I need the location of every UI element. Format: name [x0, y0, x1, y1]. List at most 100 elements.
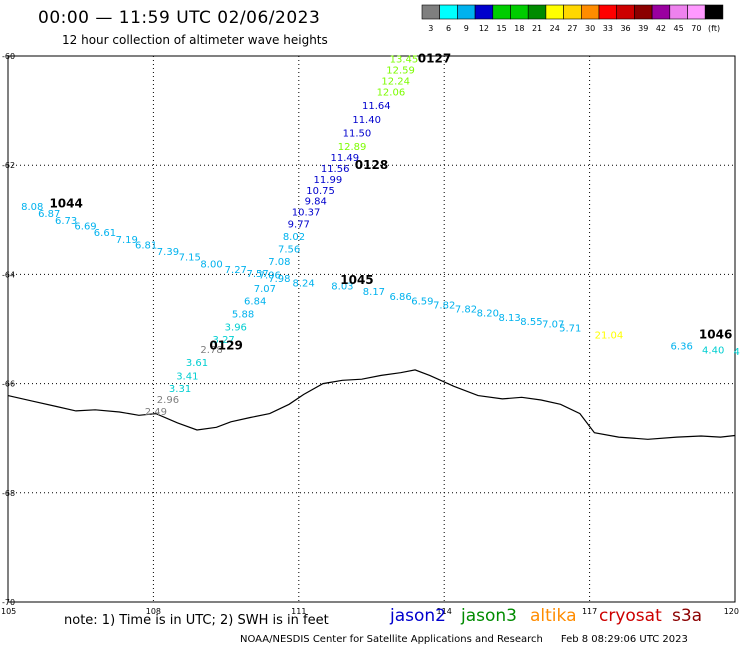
grid: [8, 56, 735, 602]
wave-height-label: 6.59: [411, 297, 433, 308]
wave-height-label: 2.96: [157, 395, 179, 406]
wave-height-label: 7.07: [254, 284, 276, 295]
track-id-label: 1045: [340, 273, 373, 287]
wave-height-label: 8.20: [477, 309, 499, 320]
wave-height-label: 5.71: [559, 323, 581, 334]
wave-height-label: 3.41: [176, 371, 198, 382]
track-id-label: 0127: [418, 52, 451, 66]
coastline: [7, 369, 736, 440]
colorbar-swatch: [421, 4, 441, 20]
x-tick-label: 120: [724, 607, 739, 616]
colorbar-label: 33: [603, 24, 613, 33]
wave-height-label: 6.36: [671, 341, 693, 352]
wave-height-label: 12.59: [386, 66, 415, 77]
legend-cryosat: cryosat: [599, 606, 662, 626]
colorbar-label: 39: [638, 24, 648, 33]
wave-height-label: 7.15: [179, 252, 201, 263]
wave-height-label: 8.02: [283, 232, 305, 243]
legend-jason2: jason2: [390, 606, 446, 626]
colorbar-label: 21: [532, 24, 542, 33]
colorbar: 3 6 9 12 15 18 21 24 27 30 33 36 39 42 45 70 (ft): [421, 4, 724, 33]
wave-height-label: 11.64: [362, 101, 391, 112]
chart-subtitle: 12 hour collection of altimeter wave hei…: [62, 33, 328, 47]
wave-height-label: 3.27: [213, 335, 235, 346]
wave-height-label: 8.13: [498, 313, 520, 324]
wave-height-label: 6.86: [389, 292, 411, 303]
wave-height-label: 7.19: [116, 235, 138, 246]
colorbar-label: 27: [567, 24, 577, 33]
wave-height-label: 7.98: [268, 274, 290, 285]
colorbar-label: 6: [446, 24, 451, 33]
colorbar-swatch: [616, 4, 635, 20]
x-tick-label: 114: [437, 607, 452, 616]
track-id-label: 0129: [209, 338, 242, 352]
wave-height-label: 6.69: [74, 221, 96, 232]
colorbar-label: 12: [479, 24, 489, 33]
legend-s3a: s3a: [672, 606, 703, 626]
wave-height-label: 7.39: [157, 247, 179, 258]
wave-height-label: 7.82: [433, 300, 455, 311]
colorbar-label: 70: [691, 24, 701, 33]
y-tick-label: -68: [2, 489, 15, 498]
wave-height-label: 4.61: [734, 347, 740, 358]
credit-line: NOAA/NESDIS Center for Satellite Applica…: [240, 634, 688, 645]
wave-height-label: 11.50: [343, 128, 372, 139]
wave-height-label: 7.57: [246, 269, 268, 280]
wave-height-label: 7.07: [542, 320, 564, 331]
colorbar-label: 9: [464, 24, 469, 33]
wave-height-label: 6.61: [94, 228, 116, 239]
wave-height-label: 6.87: [38, 209, 60, 220]
wave-height-label: 10.37: [292, 208, 321, 219]
colorbar-label: 42: [656, 24, 666, 33]
wave-height-label: 11.40: [352, 115, 381, 126]
colorbar-label: 24: [550, 24, 560, 33]
timestamp: Feb 8 08:29:06 UTC 2023: [560, 634, 688, 645]
colorbar-swatch: [687, 4, 706, 20]
wave-height-label: 9.84: [305, 197, 327, 208]
colorbar-label: 45: [674, 24, 684, 33]
colorbar-swatch: [474, 4, 494, 20]
wave-height-label: 6.73: [55, 216, 77, 227]
colorbar-swatch: [545, 4, 564, 20]
credit-text: NOAA/NESDIS Center for Satellite Applica…: [240, 634, 543, 645]
colorbar-swatch: [651, 4, 671, 20]
colorbar-swatch: [492, 4, 511, 20]
y-tick-label: -70: [2, 598, 15, 607]
colorbar-swatch: [598, 4, 618, 20]
wave-height-label: 3.96: [225, 322, 247, 333]
wave-height-label: 8.17: [363, 287, 385, 298]
x-tick-label: 117: [582, 607, 597, 616]
plot-frame: [7, 55, 736, 603]
wave-height-label: 3.61: [186, 358, 208, 369]
wave-height-label: 9.77: [288, 220, 310, 231]
y-tick-label: -66: [2, 380, 15, 389]
colorbar-swatch: [527, 4, 547, 20]
wave-height-label: 10.75: [306, 186, 335, 197]
wave-height-label: 4.40: [702, 346, 724, 357]
wave-height-label: 8.03: [331, 281, 353, 292]
wave-height-label: 12.24: [381, 77, 410, 88]
colorbar-label: 36: [620, 24, 630, 33]
wave-height-label: 8.00: [200, 259, 222, 270]
legend-jason3: jason3: [461, 606, 517, 626]
colorbar-swatch: [510, 4, 529, 20]
colorbar-label: 30: [585, 24, 595, 33]
colorbar-swatch: [439, 4, 458, 20]
wave-height-label: 7.56: [278, 245, 300, 256]
wave-height-label: 21.04: [595, 330, 624, 341]
wave-height-label: 2.78: [200, 345, 222, 356]
wave-height-label: 7.06: [259, 270, 281, 281]
footer-note: note: 1) Time is in UTC; 2) SWH is in fe…: [64, 613, 329, 628]
wave-height-label: 3.31: [169, 384, 191, 395]
legend-altika: altika: [530, 606, 577, 626]
y-tick-label: -62: [2, 161, 15, 170]
wave-height-label: 8.55: [520, 317, 542, 328]
y-tick-label: -64: [2, 270, 15, 279]
x-tick-label: 111: [291, 607, 306, 616]
track-id-label: 1044: [49, 196, 82, 210]
wave-height-label: 11.99: [314, 175, 343, 186]
wave-height-label: 13.45: [390, 55, 419, 66]
